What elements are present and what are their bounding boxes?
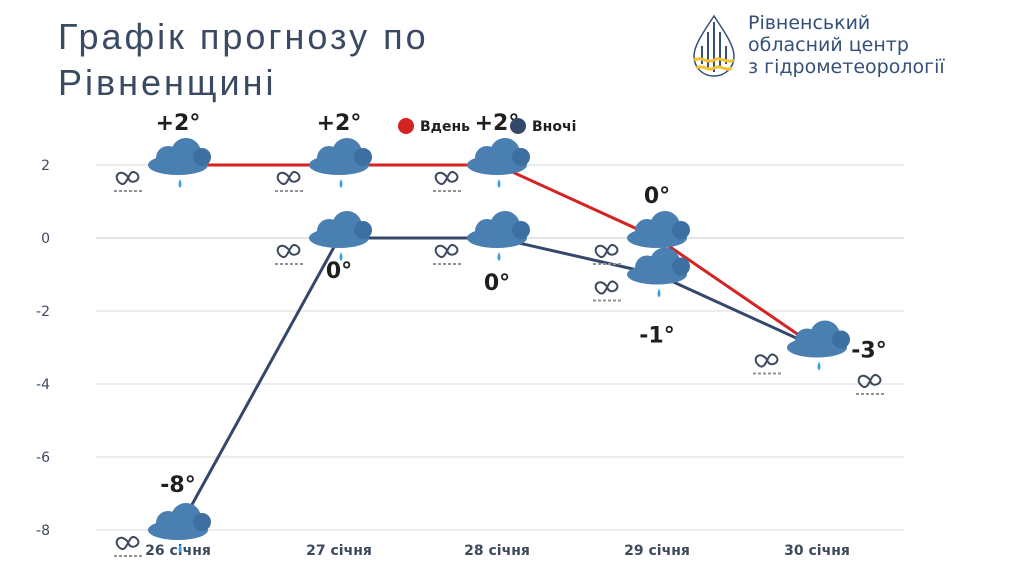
y-tick-label: 0 <box>41 231 50 247</box>
data-label-day: 0° <box>644 184 670 209</box>
org-line-2: обласний центр <box>748 34 909 56</box>
x-tick-label: 29 січня <box>624 543 690 559</box>
x-tick-label: 30 січня <box>784 543 850 559</box>
page-title: Графік прогнозу по Рівненщині <box>58 14 429 106</box>
cloud-snow-rain-icon <box>627 247 690 298</box>
legend-label: Вночі <box>532 119 576 135</box>
y-tick-label: -6 <box>36 450 50 466</box>
legend-label: Вдень <box>420 119 470 135</box>
cloud-snow-rain-icon <box>787 320 850 371</box>
title-line-1: Графік прогнозу по <box>58 16 429 57</box>
fog-icon <box>593 280 621 302</box>
fog-icon <box>275 170 303 192</box>
cloud-snow-rain-icon <box>467 211 530 261</box>
y-tick-label: -4 <box>36 377 50 393</box>
organization-name: Рівненський обласний центр з гідрометеор… <box>748 12 945 78</box>
cloud-snow-rain-icon <box>148 138 211 188</box>
fog-icon <box>753 353 781 375</box>
org-line-1: Рівненський <box>748 12 871 34</box>
data-label-day: +2° <box>317 111 362 136</box>
fog-icon <box>114 170 142 192</box>
data-label-day: +2° <box>156 111 201 136</box>
x-tick-label: 28 січня <box>464 543 530 559</box>
y-tick-label: -8 <box>36 523 50 539</box>
data-label-night: -1° <box>639 324 674 349</box>
data-label-night: -3° <box>851 339 886 364</box>
logo-drop-icon <box>693 14 735 77</box>
fog-icon <box>114 535 142 557</box>
fog-icon <box>593 243 621 265</box>
fog-icon <box>433 243 461 265</box>
data-label-night: -8° <box>160 473 195 498</box>
org-line-3: з гідрометеорології <box>748 56 945 78</box>
legend-marker <box>398 118 414 134</box>
fog-icon <box>275 243 303 265</box>
cloud-snow-rain-icon <box>309 211 372 261</box>
series-line-day <box>178 163 818 349</box>
data-label-night: 0° <box>326 259 352 284</box>
fog-icon <box>856 373 884 395</box>
organization-logo-block: Рівненський обласний центр з гідрометеор… <box>688 12 1008 82</box>
cloud-snow-rain-icon <box>627 211 690 261</box>
y-tick-label: 2 <box>41 158 50 174</box>
cloud-snow-rain-icon <box>148 503 211 553</box>
title-line-2: Рівненщині <box>58 62 277 103</box>
x-tick-label: 26 січня <box>145 543 211 559</box>
fog-icon <box>433 170 461 192</box>
cloud-snow-rain-icon <box>467 138 530 188</box>
y-tick-label: -2 <box>36 304 50 320</box>
cloud-snow-rain-icon <box>309 138 372 188</box>
x-tick-label: 27 січня <box>306 543 372 559</box>
data-label-night: 0° <box>484 271 510 296</box>
legend-marker <box>510 118 526 134</box>
legend: Вдень Вночі <box>398 118 576 135</box>
